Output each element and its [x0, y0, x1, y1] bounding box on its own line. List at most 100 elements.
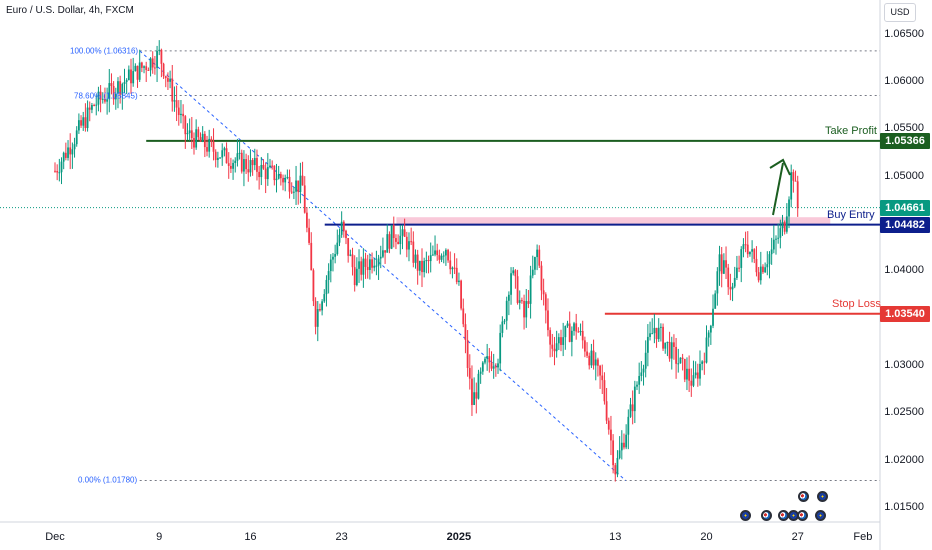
candle-body [401, 229, 404, 236]
candle-body [792, 172, 795, 181]
candle-body [238, 152, 241, 154]
candle-body [332, 256, 334, 260]
candle-body [210, 138, 213, 142]
candle-body [553, 348, 556, 352]
eu-event-flag-icon[interactable] [815, 510, 826, 521]
candle-body [766, 264, 769, 268]
candle-body [701, 361, 704, 364]
candle-body [319, 309, 321, 311]
candle-body [418, 260, 421, 271]
fib-level-100-label: 100.00% (1.06316) [70, 46, 139, 56]
us-event-flag-icon[interactable] [797, 510, 808, 521]
candle-body [699, 363, 701, 379]
candle-body [140, 62, 143, 68]
candle-body [84, 117, 87, 129]
candle-body [638, 375, 641, 385]
candle-body [221, 150, 224, 158]
time-tick-label: 9 [156, 531, 163, 543]
candle-body [623, 442, 625, 448]
candle-body [471, 378, 473, 405]
candle-body [564, 325, 567, 338]
candle-body [297, 180, 300, 192]
candle-body [321, 301, 324, 311]
candle-body [755, 258, 758, 273]
candle-body [364, 258, 367, 267]
candle-body [770, 249, 773, 255]
candle-body [664, 342, 667, 349]
candle-body [412, 241, 415, 263]
eu-event-flag-icon[interactable] [740, 510, 751, 521]
candle-body [169, 78, 171, 82]
price-tick-label: 1.03000 [884, 358, 924, 371]
candle-body [101, 98, 104, 100]
candle-body [462, 308, 465, 325]
candle-body [353, 267, 356, 286]
candle-body [542, 290, 545, 295]
candle-body [368, 259, 371, 271]
eu-event-flag-icon[interactable] [817, 491, 828, 502]
candle-body [562, 337, 565, 345]
candle-body [114, 93, 117, 100]
candle-body [273, 165, 276, 181]
candle-body [345, 230, 347, 239]
candle-body [733, 277, 736, 287]
candle-body [58, 172, 61, 174]
candle-body [184, 116, 187, 135]
candle-body [119, 81, 122, 95]
candle-body [736, 267, 738, 278]
candle-body [796, 181, 799, 209]
candle-body [438, 255, 441, 260]
us-event-flag-icon[interactable] [761, 510, 772, 521]
candle-body [670, 342, 673, 359]
candle-body [379, 256, 382, 259]
candle-body [731, 286, 734, 290]
candle-body [299, 175, 302, 192]
candle-body [627, 416, 630, 435]
candle-body [206, 147, 208, 152]
candle-body [271, 165, 274, 167]
currency-button[interactable]: USD [884, 3, 916, 22]
candle-body [230, 165, 232, 169]
candle-body [540, 265, 543, 291]
candle-body [132, 71, 135, 84]
candle-body [301, 175, 304, 186]
candle-body [677, 363, 680, 365]
candle-body [127, 69, 130, 81]
candle-body [306, 212, 308, 228]
us-event-flag-icon[interactable] [798, 491, 809, 502]
candle-body [642, 368, 645, 373]
candle-body [366, 266, 369, 271]
target-arrow-head [769, 158, 791, 176]
candle-body [145, 66, 148, 70]
buy-entry-label: Buy Entry [827, 208, 875, 221]
candle-body [395, 238, 397, 242]
candle-body [236, 153, 239, 161]
candle-body [347, 238, 350, 256]
stop-loss-price-badge: 1.03540 [880, 305, 930, 322]
candle-body [709, 325, 712, 333]
candle-body [490, 362, 493, 369]
candle-body [377, 258, 380, 266]
candle-body [282, 178, 284, 183]
candle-body [212, 141, 215, 152]
candle-body [521, 300, 523, 302]
candle-body [425, 260, 428, 262]
candle-body [544, 294, 547, 311]
candle-body [91, 105, 93, 110]
candle-body [727, 267, 730, 288]
candle-body [690, 380, 693, 386]
candle-body [486, 356, 489, 359]
candle-body [177, 107, 180, 116]
candle-body [659, 326, 662, 328]
candle-body [592, 350, 595, 366]
candle-body [243, 159, 245, 172]
price-tick-label: 1.04000 [884, 264, 924, 277]
candle-body [295, 180, 297, 192]
candle-body [405, 236, 408, 250]
candle-body [73, 144, 76, 150]
candle-body [80, 120, 82, 126]
candle-body [583, 340, 586, 352]
candle-body [310, 242, 313, 271]
